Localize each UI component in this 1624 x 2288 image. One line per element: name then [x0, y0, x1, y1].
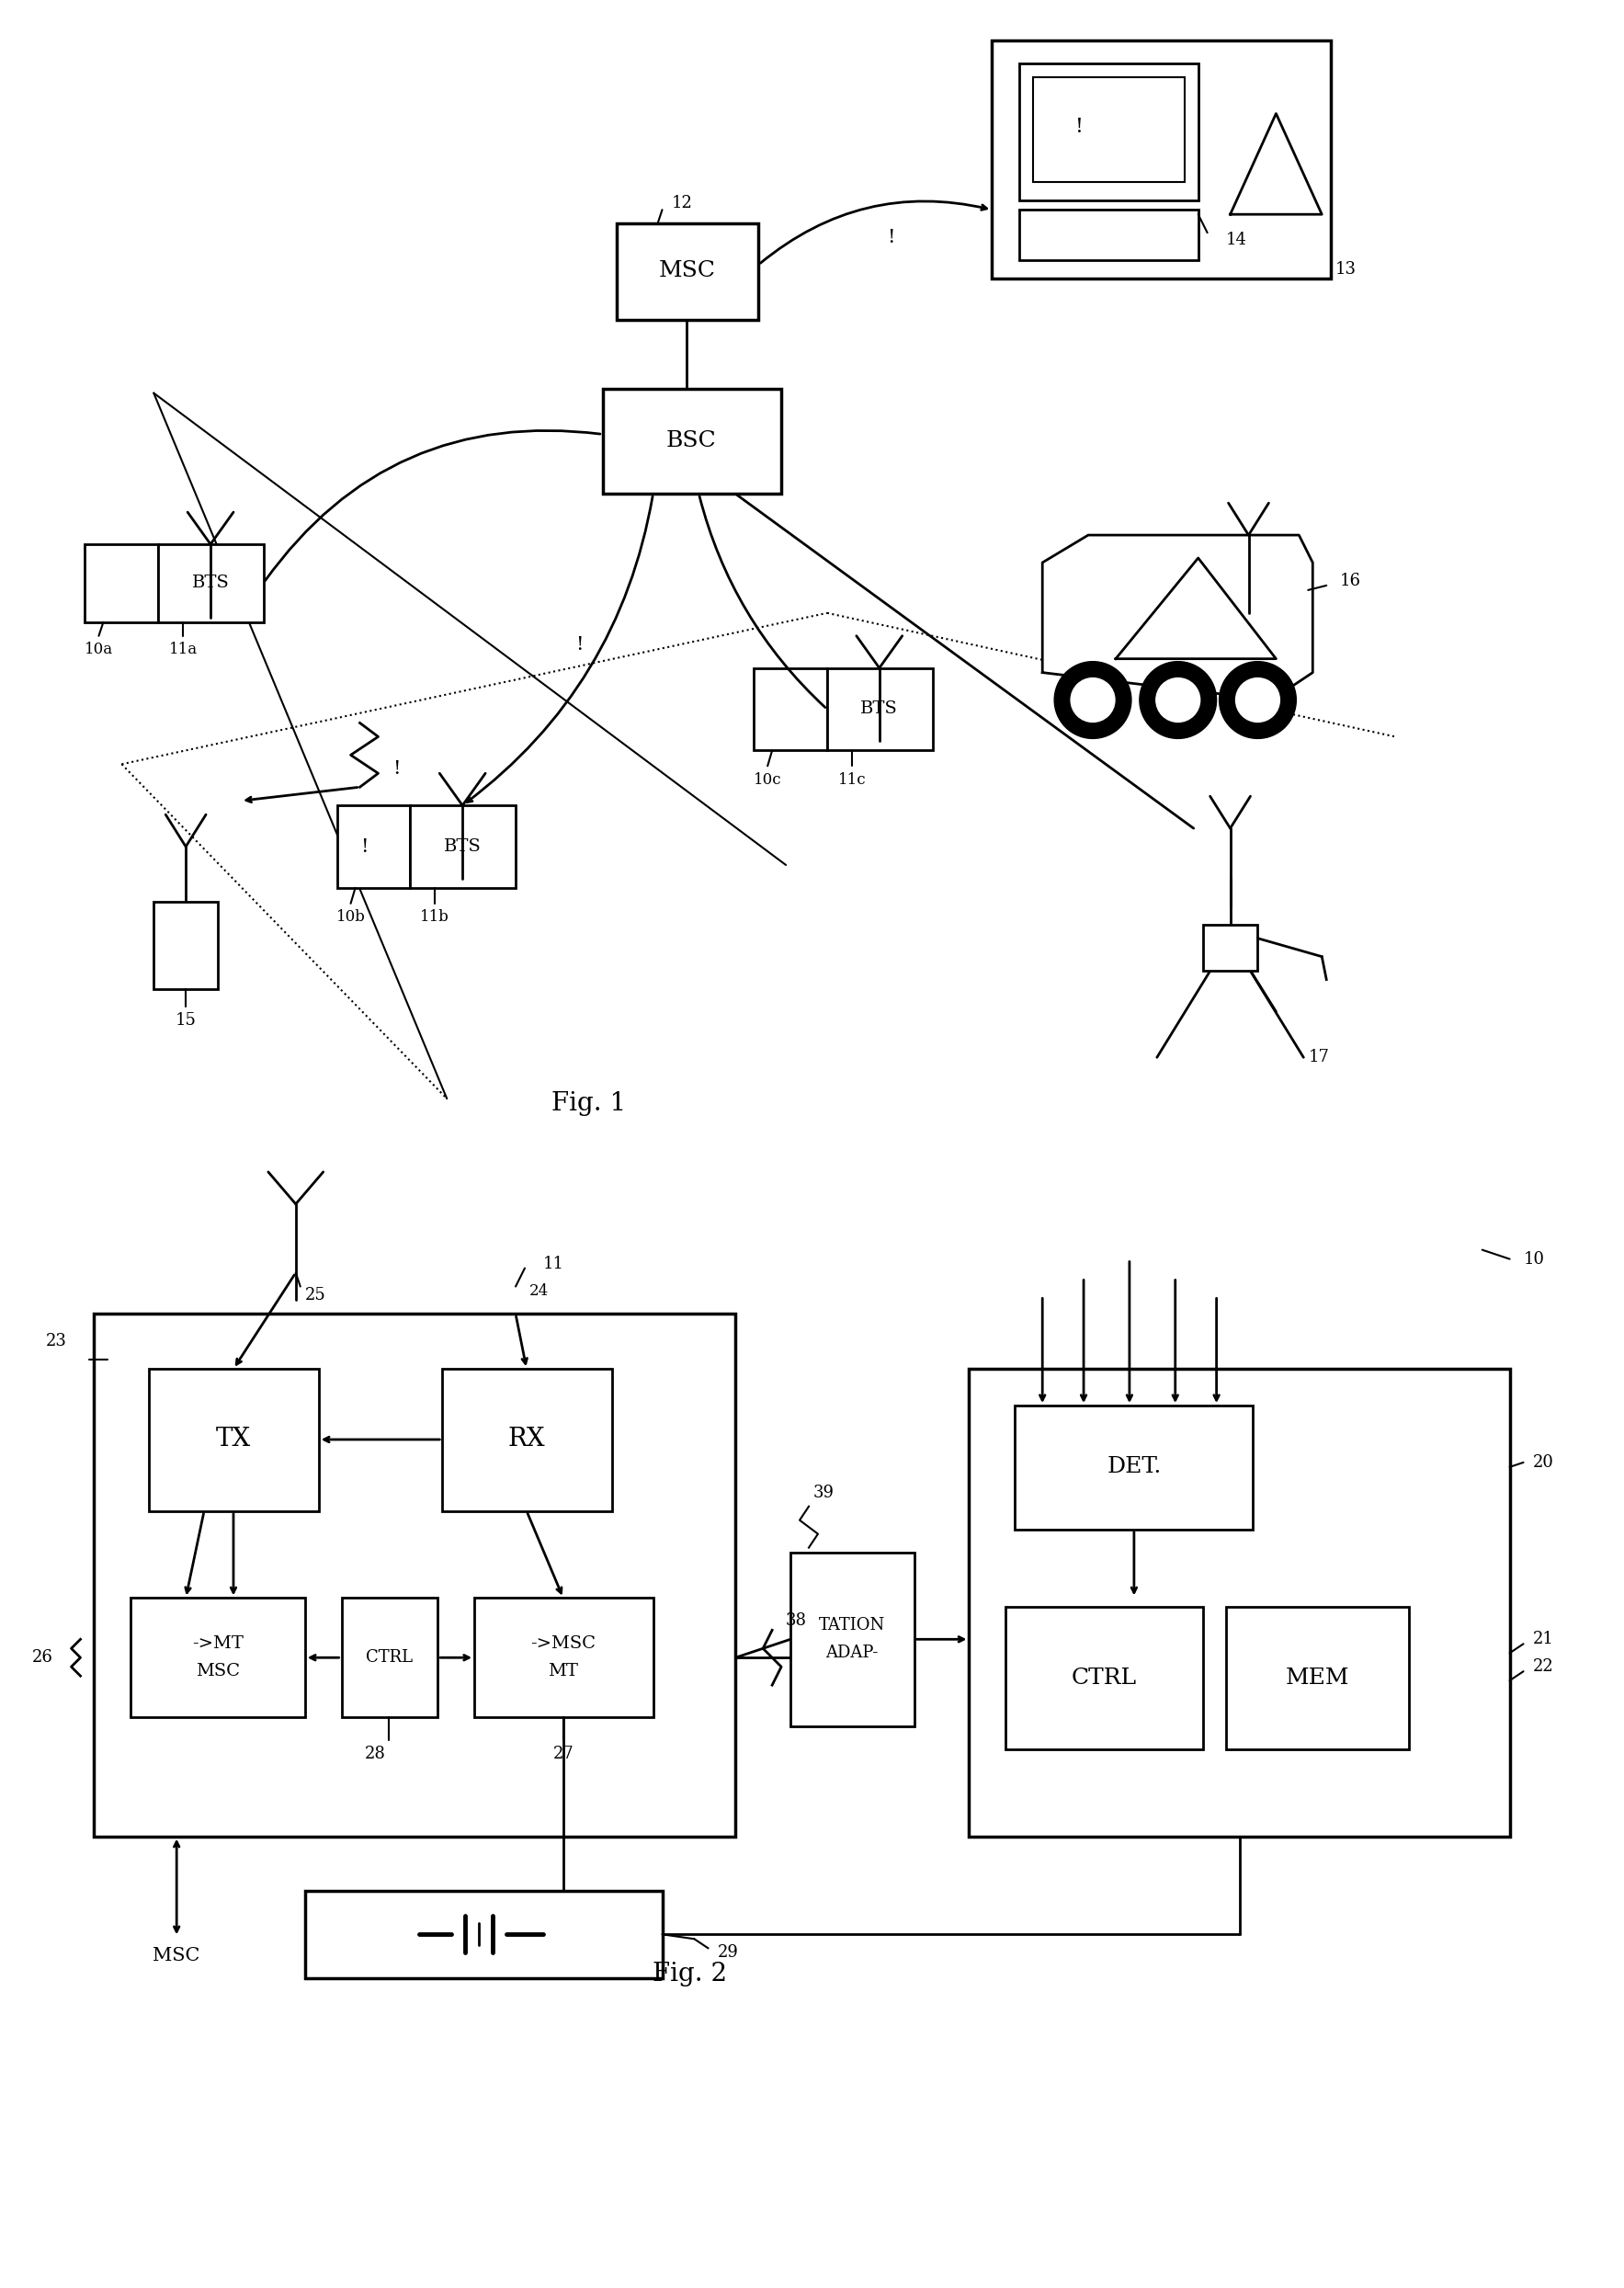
- Bar: [827, 668, 932, 750]
- Bar: [1033, 78, 1184, 183]
- Circle shape: [1236, 677, 1280, 723]
- Text: 23: 23: [45, 1334, 67, 1350]
- Bar: [791, 1551, 914, 1727]
- Polygon shape: [1043, 535, 1312, 700]
- Text: 13: 13: [1335, 261, 1356, 277]
- Text: 29: 29: [718, 1945, 739, 1961]
- Text: MEM: MEM: [1285, 1668, 1350, 1689]
- Text: 25: 25: [305, 1288, 326, 1304]
- Text: ADAP-: ADAP-: [825, 1645, 879, 1661]
- Bar: [1020, 64, 1199, 201]
- Text: Fig. 1: Fig. 1: [552, 1091, 627, 1117]
- Bar: [336, 805, 411, 888]
- Bar: [84, 545, 158, 622]
- Bar: [1020, 210, 1199, 261]
- Text: 15: 15: [175, 1014, 197, 1030]
- Text: CTRL: CTRL: [1072, 1668, 1137, 1689]
- Bar: [474, 1597, 653, 1718]
- Text: !: !: [1075, 117, 1083, 137]
- Circle shape: [1054, 661, 1132, 739]
- Circle shape: [1070, 677, 1114, 723]
- Bar: [411, 805, 515, 888]
- Text: ->MT: ->MT: [192, 1636, 244, 1652]
- Bar: [94, 1313, 736, 1837]
- Bar: [754, 668, 827, 750]
- Bar: [992, 41, 1332, 279]
- Text: RX: RX: [508, 1428, 546, 1453]
- Bar: [154, 901, 218, 988]
- Text: DET.: DET.: [1106, 1457, 1161, 1478]
- Text: BTS: BTS: [192, 574, 229, 590]
- Text: BTS: BTS: [443, 837, 481, 856]
- Bar: [132, 1597, 305, 1718]
- Bar: [970, 1368, 1510, 1837]
- Bar: [617, 224, 758, 320]
- Text: MSC: MSC: [658, 261, 716, 281]
- Text: 27: 27: [552, 1746, 573, 1762]
- Text: 22: 22: [1533, 1659, 1554, 1675]
- Text: 11b: 11b: [421, 908, 450, 924]
- Text: 14: 14: [1226, 231, 1247, 249]
- Bar: [1226, 1606, 1410, 1750]
- Text: MSC: MSC: [197, 1663, 240, 1679]
- Text: MSC: MSC: [153, 1947, 200, 1963]
- Text: 11a: 11a: [169, 643, 198, 657]
- Circle shape: [1156, 677, 1200, 723]
- Bar: [305, 1892, 663, 1979]
- Text: TATION: TATION: [818, 1618, 885, 1634]
- Circle shape: [1140, 661, 1216, 739]
- Text: 11c: 11c: [838, 771, 866, 787]
- Text: 10b: 10b: [336, 908, 365, 924]
- Text: 21: 21: [1533, 1631, 1554, 1647]
- Text: !: !: [393, 760, 401, 778]
- Bar: [1005, 1606, 1203, 1750]
- Text: 11: 11: [542, 1256, 564, 1272]
- Text: !: !: [361, 837, 369, 856]
- Text: 12: 12: [671, 194, 692, 210]
- Text: 26: 26: [32, 1650, 54, 1666]
- Text: TX: TX: [216, 1428, 252, 1453]
- Text: Fig. 2: Fig. 2: [653, 1961, 728, 1986]
- Text: BTS: BTS: [861, 700, 898, 718]
- Text: 10c: 10c: [754, 771, 781, 787]
- Bar: [158, 545, 263, 622]
- Text: 39: 39: [814, 1485, 835, 1501]
- Text: 28: 28: [365, 1746, 387, 1762]
- Text: 10a: 10a: [84, 643, 114, 657]
- Text: 38: 38: [786, 1613, 807, 1629]
- Text: ->MSC: ->MSC: [531, 1636, 596, 1652]
- Text: 16: 16: [1340, 572, 1361, 590]
- Text: !: !: [887, 229, 895, 247]
- Text: MT: MT: [547, 1663, 578, 1679]
- Text: CTRL: CTRL: [365, 1650, 412, 1666]
- Text: 10: 10: [1523, 1252, 1544, 1268]
- Text: 24: 24: [529, 1284, 549, 1300]
- Bar: [1015, 1405, 1254, 1528]
- Circle shape: [1220, 661, 1296, 739]
- Bar: [149, 1368, 318, 1510]
- Bar: [442, 1368, 612, 1510]
- Bar: [603, 389, 781, 494]
- Text: 17: 17: [1307, 1050, 1328, 1066]
- Text: 20: 20: [1533, 1455, 1554, 1471]
- Text: BSC: BSC: [666, 430, 716, 451]
- Bar: [1203, 924, 1257, 970]
- Bar: [341, 1597, 438, 1718]
- Text: !: !: [577, 636, 583, 654]
